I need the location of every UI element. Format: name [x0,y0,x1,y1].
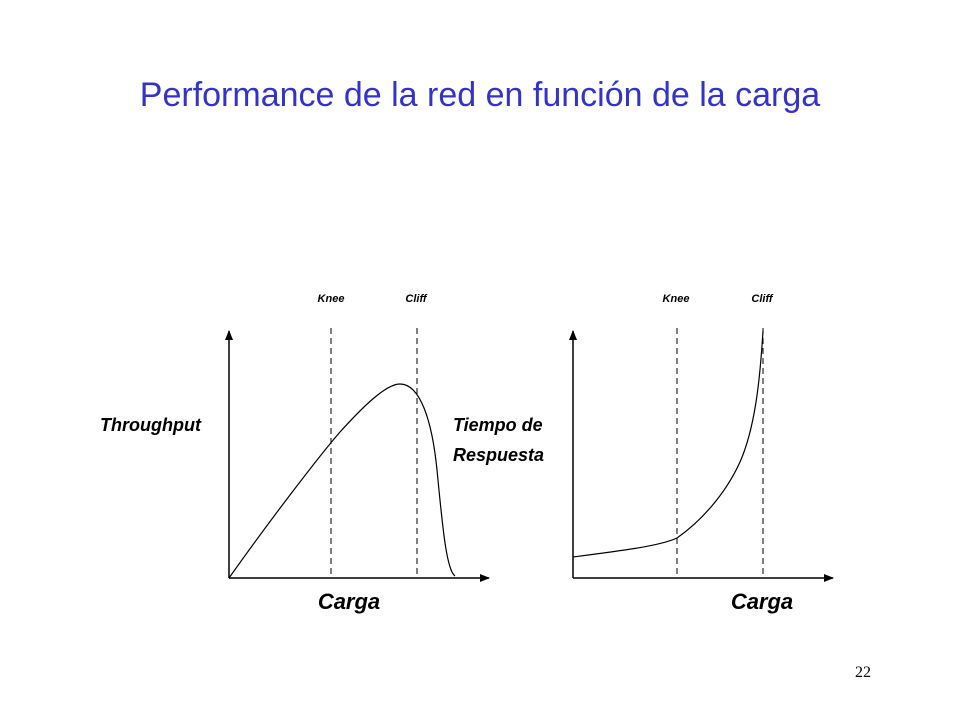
throughput-curve [228,383,456,579]
response-x-label: Carga [731,589,793,614]
throughput-x-label: Carga [318,589,380,614]
throughput-plot: Knee Cliff Throughput Carga [100,293,490,614]
slide-title: Performance de la red en función de la c… [139,76,821,114]
throughput-knee-label: Knee [318,293,345,305]
response-y-label-line1: Tiempo de [453,415,543,435]
response-y-label-line2: Respuesta [453,445,544,465]
response-cliff-label: Cliff [751,293,774,305]
response-time-plot: Knee Cliff Tiempo de Respuesta Carga [453,293,834,614]
throughput-y-label: Throughput [100,415,202,435]
response-knee-label: Knee [663,293,690,305]
page-number: 22 [855,664,871,681]
response-curve [572,330,764,558]
throughput-cliff-label: Cliff [405,293,428,305]
